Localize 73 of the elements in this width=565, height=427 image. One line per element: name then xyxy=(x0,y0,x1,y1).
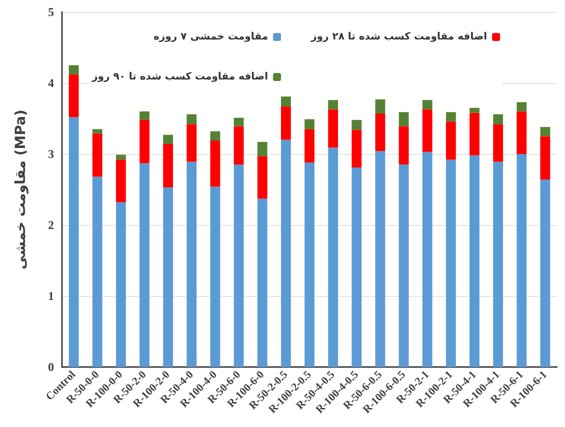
bar xyxy=(328,148,338,367)
bar xyxy=(540,136,550,180)
bar xyxy=(140,120,150,164)
bar xyxy=(186,124,197,162)
bar xyxy=(304,162,314,367)
y-tick-label: 0 xyxy=(48,360,54,374)
bar xyxy=(328,100,338,110)
bar xyxy=(398,164,409,367)
bar xyxy=(540,127,550,136)
bar xyxy=(422,109,432,152)
bar xyxy=(163,144,174,188)
bar xyxy=(116,154,126,160)
bar xyxy=(163,134,174,144)
bar xyxy=(257,156,268,199)
bar xyxy=(210,131,220,141)
legend-label: مقاومت خمشی ۷ روزه xyxy=(153,32,268,42)
bar xyxy=(422,152,432,367)
y-tick-label: 5 xyxy=(48,5,54,19)
bar xyxy=(375,99,386,114)
bar xyxy=(280,140,291,367)
bar xyxy=(446,160,456,367)
bar xyxy=(234,126,244,165)
bar xyxy=(210,140,220,187)
legend-label: اضافه مقاومت کسب شده تا ۹۰ روز xyxy=(90,72,268,82)
bar xyxy=(352,130,362,168)
bar xyxy=(68,65,79,74)
bar xyxy=(140,163,150,367)
bar xyxy=(422,100,432,110)
y-tick-label: 4 xyxy=(48,76,54,90)
bar xyxy=(398,112,409,126)
bar xyxy=(68,74,79,118)
bar xyxy=(493,162,504,367)
bar xyxy=(328,109,338,148)
bar xyxy=(304,129,314,163)
bar xyxy=(516,102,527,112)
bar xyxy=(540,180,550,367)
bar xyxy=(92,176,102,367)
bar xyxy=(446,112,456,122)
bar xyxy=(470,108,480,113)
bar xyxy=(446,121,456,160)
bar xyxy=(92,129,102,134)
bar xyxy=(210,186,220,367)
bar xyxy=(375,151,386,367)
bar xyxy=(140,111,150,120)
bar xyxy=(470,155,480,367)
legend-label: اضافه مقاومت کسب شده تا ۲۸ روز xyxy=(310,32,488,42)
bar xyxy=(470,112,480,156)
bar xyxy=(92,133,102,177)
bar xyxy=(493,124,504,162)
bar xyxy=(280,106,291,140)
bar xyxy=(375,114,386,152)
bar xyxy=(352,167,362,367)
bar xyxy=(186,162,197,367)
bar xyxy=(234,118,244,126)
y-tick-label: 1 xyxy=(48,289,54,303)
bar xyxy=(280,96,291,106)
bar xyxy=(516,154,527,367)
y-tick-label: 3 xyxy=(48,147,54,161)
bar xyxy=(352,120,362,130)
bar xyxy=(163,187,174,367)
bar xyxy=(257,198,268,367)
bar xyxy=(304,119,314,130)
bar xyxy=(516,111,527,154)
bar xyxy=(257,142,268,156)
bar xyxy=(116,160,126,202)
bar xyxy=(234,164,244,367)
bar xyxy=(398,126,409,165)
bar xyxy=(493,114,504,124)
y-tick-label: 2 xyxy=(48,218,54,232)
bar xyxy=(186,114,197,124)
bar xyxy=(68,117,79,367)
bar xyxy=(116,202,126,367)
y-axis-title: مقاومت خمشی (MPa) xyxy=(13,110,29,270)
